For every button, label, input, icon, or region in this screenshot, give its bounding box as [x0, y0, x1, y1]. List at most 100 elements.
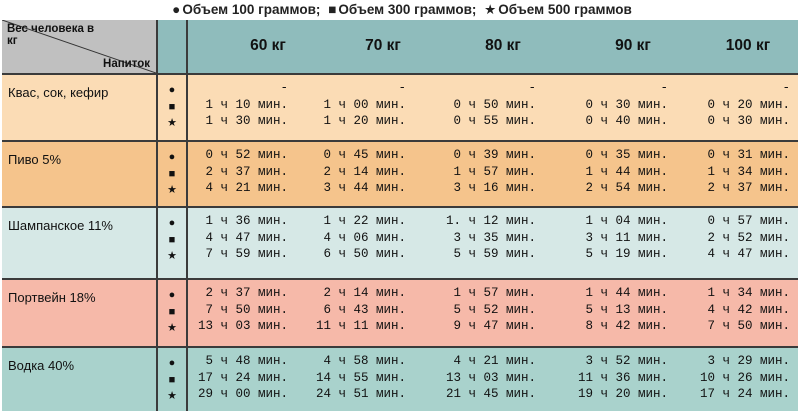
value-80-300g: 13 ч 03 мин. — [445, 370, 536, 385]
value-100-100g: 0 ч 57 мин. — [707, 214, 790, 228]
value-80-100g: 1 ч 57 мин. — [453, 286, 536, 300]
value-90-300g: 3 ч 11 мин. — [585, 230, 668, 245]
table-row: Пиво 5% ● ■ ★ 0 ч 52 мин. 2 ч 37 мин. 4 ч 21… — [2, 142, 798, 206]
value-90-300g: 1 ч 44 мин. — [585, 164, 668, 179]
square-icon: ■ — [168, 167, 176, 180]
value-90-500g: 2 ч 54 мин. — [585, 181, 668, 195]
weight-header-90: 90 кг — [615, 37, 651, 54]
value-60-100g: 1 ч 36 мин. — [205, 214, 288, 228]
value-60-500g: 4 ч 21 мин. — [205, 181, 288, 195]
value-80-500g: 0 ч 55 мин. — [453, 114, 536, 128]
drink-label: Водка 40% — [2, 348, 156, 411]
alcohol-elimination-table: Вес человека в кг Напиток 60 кг 70 кг 80… — [2, 20, 798, 411]
weight-header-80: 80 кг — [485, 37, 521, 54]
row-values: 1 ч 36 мин. 4 ч 47 мин. 7 ч 59 мин. 1 ч 22… — [188, 208, 798, 278]
row-values: - 1 ч 10 мин. 1 ч 30 мин. - 1 ч 00 мин. 1 ч … — [188, 75, 798, 140]
value-90-100g: - — [660, 81, 668, 95]
value-80-300g: 5 ч 52 мин. — [453, 302, 536, 317]
weight-axis-label: Вес человека в кг — [7, 23, 95, 47]
row-values: 5 ч 48 мин. 17 ч 24 мин. 29 ч 00 мин. 4 ч … — [188, 348, 798, 411]
value-80-300g: 0 ч 50 мин. — [453, 97, 536, 112]
value-100-500g: 4 ч 47 мин. — [707, 247, 790, 261]
header-row: Вес человека в кг Напиток 60 кг 70 кг 80… — [2, 20, 798, 73]
value-90-100g: 0 ч 35 мин. — [585, 148, 668, 162]
table-row: Квас, сок, кефир ● ■ ★ - 1 ч 10 мин. 1 ч 30 … — [2, 75, 798, 140]
drink-label: Портвейн 18% — [2, 280, 156, 346]
value-60-500g: 1 ч 30 мин. — [205, 114, 288, 128]
value-60-300g: 1 ч 10 мин. — [205, 97, 288, 112]
value-80-100g: 4 ч 21 мин. — [453, 354, 536, 368]
value-60-500g: 29 ч 00 мин. — [197, 387, 288, 401]
value-70-100g: - — [398, 81, 406, 95]
value-60-300g: 7 ч 50 мин. — [205, 302, 288, 317]
volume-symbols: ● ■ ★ — [158, 355, 186, 405]
value-60-100g: 5 ч 48 мин. — [205, 354, 288, 368]
value-80-500g: 9 ч 47 мин. — [453, 319, 536, 333]
circle-icon: ● — [168, 84, 176, 96]
value-90-500g: 5 ч 19 мин. — [585, 247, 668, 261]
value-70-500g: 1 ч 20 мин. — [323, 114, 406, 128]
weight-header-100: 100 кг — [725, 37, 771, 54]
value-60-500g: 13 ч 03 мин. — [197, 319, 288, 333]
circle-icon: ● — [168, 289, 176, 301]
drink-label: Квас, сок, кефир — [2, 75, 156, 140]
value-70-300g: 14 ч 55 мин. — [315, 370, 406, 385]
value-100-300g: 4 ч 42 мин. — [707, 302, 790, 317]
value-100-500g: 17 ч 24 мин. — [699, 387, 790, 401]
value-100-300g: 10 ч 26 мин. — [699, 370, 790, 385]
value-60-300g: 17 ч 24 мин. — [197, 370, 288, 385]
value-90-300g: 11 ч 36 мин. — [577, 370, 668, 385]
value-70-300g: 6 ч 43 мин. — [323, 302, 406, 317]
value-60-300g: 4 ч 47 мин. — [205, 230, 288, 245]
value-60-100g: 2 ч 37 мин. — [205, 286, 288, 300]
value-100-500g: 0 ч 30 мин. — [707, 114, 790, 128]
weight-header-60: 60 кг — [250, 37, 286, 54]
circle-icon: ● — [168, 357, 176, 369]
diagonal-divider — [2, 20, 156, 73]
value-100-500g: 7 ч 50 мин. — [707, 319, 790, 333]
value-70-300g: 4 ч 06 мин. — [323, 230, 406, 245]
volume-symbols: ● ■ ★ — [158, 215, 186, 265]
value-70-500g: 11 ч 11 мин. — [315, 319, 406, 333]
square-icon: ■ — [168, 233, 176, 246]
value-70-100g: 2 ч 14 мин. — [323, 286, 406, 300]
value-60-100g: - — [280, 81, 288, 95]
star-icon: ★ — [167, 184, 177, 196]
square-icon: ■ — [168, 100, 176, 113]
symbol-column-header — [158, 20, 186, 73]
value-60-300g: 2 ч 37 мин. — [205, 164, 288, 179]
drink-label: Шампанское 11% — [2, 208, 156, 278]
value-60-500g: 7 ч 59 мин. — [205, 247, 288, 261]
value-80-500g: 21 ч 45 мин. — [445, 387, 536, 401]
value-90-300g: 5 ч 13 мин. — [585, 302, 668, 317]
value-70-100g: 1 ч 22 мин. — [323, 214, 406, 228]
value-100-500g: 2 ч 37 мин. — [707, 181, 790, 195]
square-icon: ■ — [328, 2, 337, 17]
value-100-300g: 2 ч 52 мин. — [707, 230, 790, 245]
value-100-100g: 0 ч 31 мин. — [707, 148, 790, 162]
value-90-500g: 19 ч 20 мин. — [577, 387, 668, 401]
value-70-100g: 4 ч 58 мин. — [323, 354, 406, 368]
value-70-500g: 6 ч 50 мин. — [323, 247, 406, 261]
table-row: Водка 40% ● ■ ★ 5 ч 48 мин. 17 ч 24 мин. 29 … — [2, 348, 798, 411]
star-icon: ★ — [167, 322, 177, 334]
value-70-300g: 1 ч 00 мин. — [323, 97, 406, 112]
value-90-500g: 0 ч 40 мин. — [585, 114, 668, 128]
value-100-100g: - — [782, 81, 790, 95]
star-icon: ★ — [167, 250, 177, 262]
value-80-100g: 1. ч 12 мин. — [445, 214, 536, 228]
value-60-100g: 0 ч 52 мин. — [205, 148, 288, 162]
weight-headers: 60 кг 70 кг 80 кг 90 кг 100 кг — [188, 20, 798, 73]
weight-header-70: 70 кг — [365, 37, 401, 54]
corner-header: Вес человека в кг Напиток — [2, 20, 156, 73]
value-100-100g: 1 ч 34 мин. — [707, 286, 790, 300]
value-80-100g: 0 ч 39 мин. — [453, 148, 536, 162]
drink-axis-label: Напиток — [103, 58, 150, 70]
value-90-100g: 1 ч 04 мин. — [585, 214, 668, 228]
volume-symbols: ● ■ ★ — [158, 287, 186, 337]
value-100-300g: 1 ч 34 мин. — [707, 164, 790, 179]
value-90-500g: 8 ч 42 мин. — [585, 319, 668, 333]
value-80-500g: 3 ч 16 мин. — [453, 181, 536, 195]
table-row: Портвейн 18% ● ■ ★ 2 ч 37 мин. 7 ч 50 мин. 1… — [2, 280, 798, 346]
value-90-300g: 0 ч 30 мин. — [585, 97, 668, 112]
